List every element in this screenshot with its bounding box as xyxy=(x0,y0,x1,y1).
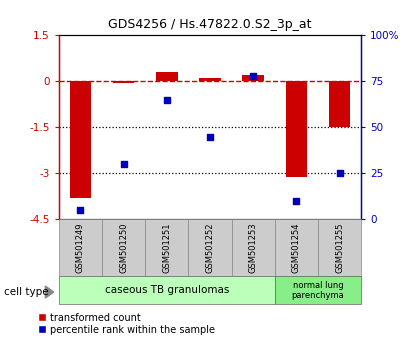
Bar xyxy=(242,75,264,81)
Text: cell type: cell type xyxy=(4,287,49,297)
Bar xyxy=(145,219,189,276)
Bar xyxy=(59,276,275,304)
Bar xyxy=(199,78,221,81)
Text: GSM501252: GSM501252 xyxy=(205,223,215,273)
Bar xyxy=(156,72,178,81)
Bar xyxy=(318,219,361,276)
Bar xyxy=(286,81,307,177)
Legend: transformed count, percentile rank within the sample: transformed count, percentile rank withi… xyxy=(39,313,215,335)
Point xyxy=(250,73,257,79)
Point xyxy=(293,198,300,204)
Bar xyxy=(102,219,145,276)
Text: GSM501250: GSM501250 xyxy=(119,223,128,273)
Bar xyxy=(275,219,318,276)
Text: normal lung
parenchyma: normal lung parenchyma xyxy=(291,281,344,300)
Point xyxy=(207,134,213,139)
Text: GSM501249: GSM501249 xyxy=(76,223,85,273)
Bar xyxy=(329,81,350,127)
Text: caseous TB granulomas: caseous TB granulomas xyxy=(105,285,229,295)
Bar xyxy=(231,219,275,276)
Bar xyxy=(70,81,91,198)
Title: GDS4256 / Hs.47822.0.S2_3p_at: GDS4256 / Hs.47822.0.S2_3p_at xyxy=(108,18,312,32)
Bar xyxy=(113,81,134,83)
Point xyxy=(336,171,343,176)
Text: GSM501255: GSM501255 xyxy=(335,223,344,273)
Point xyxy=(77,207,84,213)
Bar xyxy=(275,276,361,304)
Polygon shape xyxy=(45,286,54,298)
Text: GSM501254: GSM501254 xyxy=(292,223,301,273)
Bar xyxy=(189,219,231,276)
Point xyxy=(120,161,127,167)
Bar xyxy=(59,219,102,276)
Text: GSM501253: GSM501253 xyxy=(249,222,258,273)
Text: GSM501251: GSM501251 xyxy=(162,223,171,273)
Point xyxy=(163,97,170,103)
